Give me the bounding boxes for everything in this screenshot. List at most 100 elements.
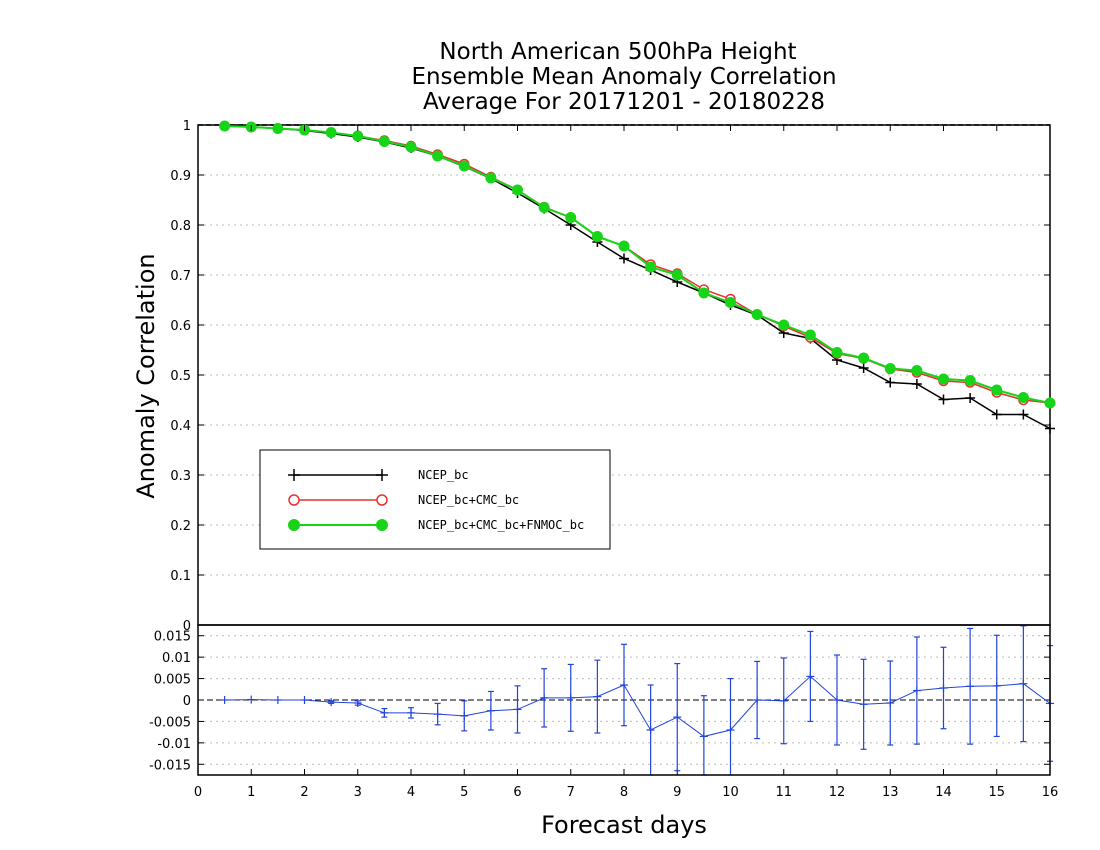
difference-point: [753, 696, 762, 704]
x-axis-title: Forecast days: [541, 811, 707, 839]
title-line-3: Average For 20171201 - 20180228: [423, 89, 825, 115]
difference-point: [486, 706, 495, 715]
y-tick-label: -0.005: [149, 715, 191, 730]
legend-label-1: NCEP_bc: [418, 468, 469, 482]
data-point-ncep-cmc-fnmoc: [991, 384, 1003, 396]
x-tick-label: 10: [722, 785, 739, 800]
x-tick-label: 6: [513, 785, 521, 800]
x-tick-label: 14: [935, 785, 952, 800]
difference-point: [699, 732, 708, 741]
difference-point: [912, 686, 921, 695]
difference-point: [407, 708, 415, 717]
data-point-ncep-bc: [858, 363, 869, 373]
data-point-ncep-cmc-fnmoc: [725, 297, 736, 308]
difference-point: [273, 696, 282, 704]
difference-point: [779, 696, 788, 705]
x-tick-label: 13: [882, 785, 899, 800]
data-point-ncep-cmc-fnmoc: [858, 352, 870, 364]
y-tick-label: 0.01: [162, 651, 191, 666]
difference-point: [992, 681, 1001, 690]
difference-point: [353, 699, 362, 707]
y-tick-label: 0.9: [170, 169, 191, 184]
y-tick-label: 0.3: [170, 469, 191, 484]
difference-point: [566, 693, 575, 702]
y-tick-label: 0: [183, 619, 191, 634]
x-tick-label: 1: [247, 785, 255, 800]
data-point-ncep-bc: [911, 379, 922, 389]
y-tick-label: 0.6: [170, 319, 191, 334]
x-tick-label: 5: [460, 785, 468, 800]
data-point-ncep-bc: [1045, 423, 1055, 434]
data-point-ncep-cmc-fnmoc: [272, 123, 284, 134]
data-point-ncep-cmc-fnmoc: [831, 347, 843, 358]
x-tick-label: 3: [354, 785, 362, 800]
data-point-ncep-cmc-fnmoc: [219, 120, 231, 132]
data-point-ncep-cmc-fnmoc: [1017, 392, 1029, 403]
difference-point: [460, 711, 469, 720]
difference-point: [646, 726, 655, 734]
difference-point: [833, 696, 841, 704]
difference-point: [540, 693, 549, 702]
difference-point: [806, 672, 815, 681]
legend-marker: [376, 494, 388, 506]
legend-marker: [376, 519, 388, 531]
data-point-ncep-cmc-fnmoc: [1044, 397, 1056, 409]
x-tick-label: 12: [829, 785, 846, 800]
data-point-ncep-bc: [965, 393, 976, 403]
difference-point: [327, 698, 336, 707]
top-panel: 0 0.1 0.2 0.3 0.4 0.5 0.6 0.7 0.8 0.9 1: [170, 119, 1056, 634]
difference-point: [220, 696, 229, 704]
series-line-1: [224, 125, 1051, 430]
data-point-ncep-cmc-fnmoc: [458, 160, 470, 172]
data-point-ncep-cmc-fnmoc: [485, 172, 497, 184]
difference-point: [620, 681, 628, 689]
data-point-ncep-cmc-fnmoc: [591, 231, 603, 242]
y-tick-label: 0: [183, 694, 191, 709]
legend-label-2: NCEP_bc+CMC_bc: [418, 493, 519, 507]
data-point-ncep-cmc-fnmoc: [884, 363, 896, 374]
data-point-ncep-cmc-fnmoc: [565, 212, 577, 223]
data-point-ncep-cmc-fnmoc: [432, 150, 444, 162]
data-point-ncep-cmc-fnmoc: [778, 319, 790, 331]
y-tick-label: 0.5: [170, 369, 191, 384]
difference-point: [966, 682, 975, 691]
difference-line: [224, 675, 1051, 737]
y-tick-label: 0.015: [154, 630, 191, 645]
data-point-ncep-cmc-fnmoc: [378, 136, 390, 147]
data-point-ncep-cmc-fnmoc: [751, 309, 763, 320]
difference-point: [673, 713, 682, 722]
difference-point: [886, 699, 895, 707]
y-tick-label: 0.7: [170, 269, 191, 284]
plot-frame-bottom: [197, 624, 1051, 776]
x-tick-label: 0: [194, 785, 202, 800]
x-tick-label: 7: [567, 785, 575, 800]
y-tick-label: -0.01: [157, 737, 191, 752]
x-tick-label: 15: [988, 785, 1005, 800]
y-tick-label: -0.015: [149, 758, 191, 773]
data-point-ncep-cmc-fnmoc: [804, 329, 816, 341]
difference-point: [247, 695, 256, 704]
data-point-ncep-bc: [619, 253, 629, 264]
difference-point: [1019, 679, 1028, 688]
x-tick-label: 16: [1042, 785, 1059, 800]
data-point-ncep-cmc-fnmoc: [671, 269, 683, 281]
data-point-ncep-cmc-fnmoc: [352, 130, 364, 142]
difference-point: [726, 726, 735, 734]
data-point-ncep-cmc-fnmoc: [938, 373, 949, 385]
legend: NCEP_bc NCEP_bc+CMC_bc NCEP_bc+CMC_bc+FNMO…: [259, 449, 611, 550]
data-point-ncep-cmc-fnmoc: [325, 127, 337, 138]
data-point-ncep-bc: [885, 377, 896, 388]
x-tick-label: 8: [620, 785, 628, 800]
y-tick-label: 0.4: [170, 419, 191, 434]
x-tick-label: 4: [407, 785, 415, 800]
data-point-ncep-cmc-fnmoc: [512, 184, 523, 196]
title-line-2: Ensemble Mean Anomaly Correlation: [411, 64, 836, 90]
data-point-ncep-cmc-fnmoc: [618, 240, 630, 252]
data-point-ncep-bc: [938, 394, 949, 405]
data-point-ncep-cmc-fnmoc: [698, 287, 710, 299]
difference-point: [859, 700, 868, 709]
difference-point: [939, 684, 948, 692]
y-tick-label: 0.8: [170, 219, 191, 234]
data-point-ncep-bc: [1018, 409, 1029, 420]
